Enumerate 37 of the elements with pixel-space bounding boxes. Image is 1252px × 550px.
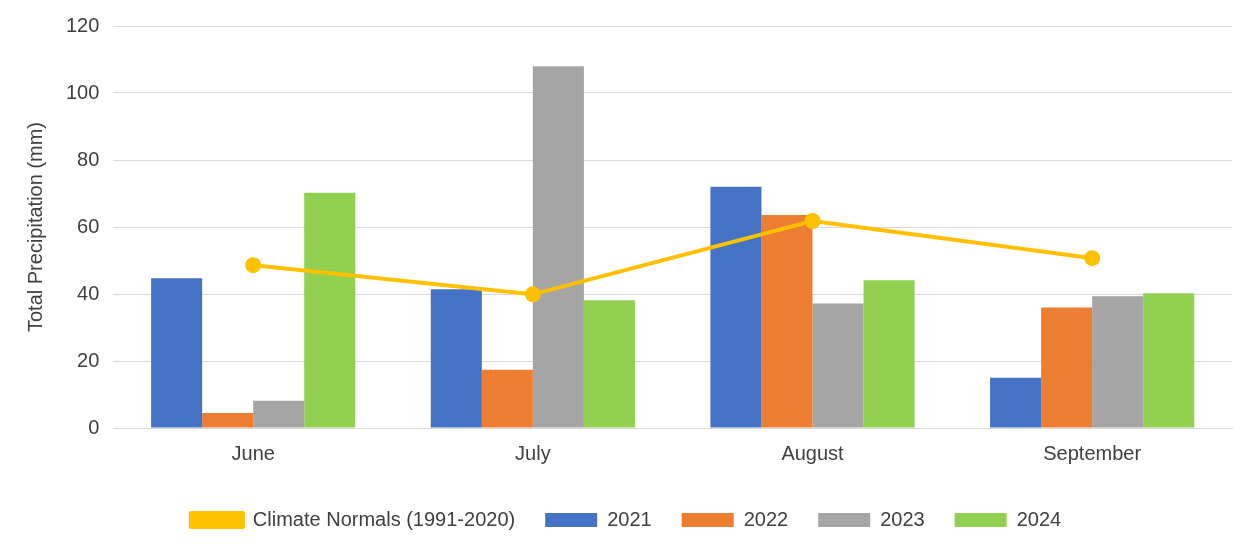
y-tick-label: 100: [65, 80, 100, 103]
bar: [761, 214, 813, 428]
x-tick-label: August: [781, 441, 845, 464]
x-tick-label: June: [231, 441, 275, 464]
point: [1084, 250, 1101, 267]
legend-label: 2022: [743, 507, 789, 530]
bar: [253, 400, 305, 428]
bar: [710, 186, 762, 428]
bar: [304, 192, 356, 428]
bar: [1041, 307, 1093, 428]
y-tick-label: 120: [65, 13, 100, 36]
bar: [990, 377, 1042, 428]
x-tick-label: September: [1043, 441, 1142, 464]
y-tick-label: 20: [77, 348, 100, 371]
bar: [151, 278, 203, 428]
bar: [430, 289, 482, 428]
point: [804, 212, 821, 229]
bar: [863, 280, 915, 428]
point: [524, 286, 541, 303]
bar: [481, 369, 533, 428]
bar: [1143, 293, 1195, 428]
legend-label: 2023: [880, 507, 925, 530]
bar: [532, 66, 584, 428]
bar: [1092, 296, 1144, 428]
x-tick-label: July: [515, 441, 551, 464]
legend-label: 2021: [607, 507, 652, 530]
bar: [202, 412, 254, 428]
point: [245, 257, 262, 274]
y-tick-label: 80: [77, 147, 100, 170]
y-tick-label: 0: [88, 415, 100, 438]
y-axis-title: Total Precipitation (mm): [23, 121, 46, 333]
legend-label: 2024: [1016, 507, 1062, 530]
y-tick-label: 60: [77, 214, 100, 237]
y-tick-label: 40: [77, 281, 100, 304]
bar: [812, 303, 864, 428]
legend-label: Climate Normals (1991-2020): [252, 507, 516, 530]
bar: [583, 300, 635, 428]
